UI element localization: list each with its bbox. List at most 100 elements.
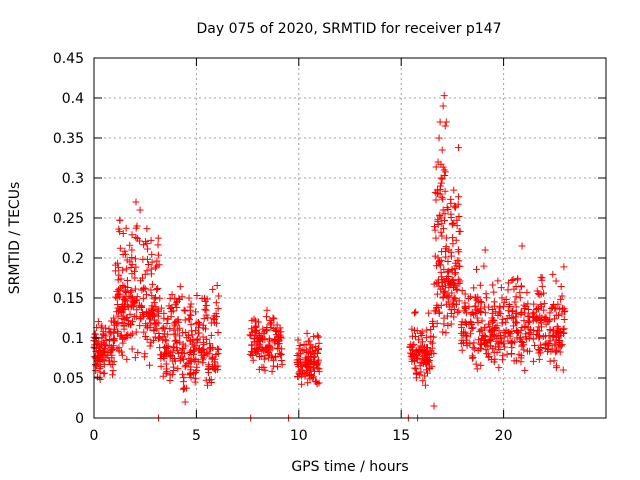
data-point: [475, 336, 483, 344]
data-point: [204, 314, 212, 322]
data-point: [261, 336, 269, 344]
data-point: [481, 332, 489, 340]
data-point: [451, 204, 459, 212]
data-point: [132, 233, 140, 241]
data-point: [200, 352, 208, 360]
data-point: [468, 354, 476, 362]
data-point: [493, 322, 501, 330]
data-point: [514, 329, 522, 337]
data-point: [412, 308, 420, 316]
data-point: [463, 332, 471, 340]
data-point: [478, 317, 486, 325]
data-point: [524, 306, 532, 314]
data-point: [522, 333, 530, 341]
data-point: [133, 296, 141, 304]
data-point: [441, 187, 449, 195]
data-point: [425, 309, 433, 317]
data-point: [114, 304, 122, 312]
x-axis-label: GPS time / hours: [291, 459, 408, 475]
data-point: [106, 328, 114, 336]
data-point: [430, 307, 438, 315]
data-point: [557, 283, 565, 291]
data-point: [109, 342, 117, 350]
data-point: [489, 345, 497, 353]
data-point: [456, 279, 464, 287]
data-point: [547, 304, 555, 312]
data-point: [555, 343, 563, 351]
data-point: [179, 370, 187, 378]
data-point: [449, 296, 457, 304]
data-point: [136, 237, 144, 245]
data-point: [128, 302, 136, 310]
data-point: [411, 357, 419, 365]
data-point: [442, 329, 450, 337]
data-point: [101, 345, 109, 353]
data-point: [486, 323, 494, 331]
data-point: [181, 342, 189, 350]
data-point: [447, 210, 455, 218]
data-point: [123, 276, 131, 284]
data-point: [299, 370, 307, 378]
data-point: [119, 230, 127, 238]
data-point: [445, 292, 453, 300]
data-point: [442, 234, 450, 242]
data-point: [438, 146, 446, 154]
data-point: [489, 309, 497, 317]
data-point: [202, 376, 210, 384]
data-point: [455, 193, 463, 201]
data-point: [433, 319, 441, 327]
data-point: [112, 293, 120, 301]
data-point: [139, 313, 147, 321]
data-point: [473, 306, 481, 314]
data-point: [128, 345, 136, 353]
data-point: [202, 335, 210, 343]
data-point: [142, 238, 150, 246]
data-point: [520, 304, 528, 312]
data-point: [151, 293, 159, 301]
y-tick-label: 0.3: [62, 171, 84, 187]
data-point: [514, 274, 522, 282]
data-point: [556, 328, 564, 336]
data-point: [529, 335, 537, 343]
data-point: [214, 366, 222, 374]
data-point: [440, 92, 448, 100]
data-point: [267, 319, 275, 327]
x-tick-label: 15: [392, 428, 410, 444]
data-point: [157, 304, 165, 312]
data-point: [309, 364, 317, 372]
data-point: [188, 331, 196, 339]
data-point: [546, 357, 554, 365]
data-point: [456, 227, 464, 235]
data-point: [110, 314, 118, 322]
data-point: [193, 336, 201, 344]
data-point: [210, 315, 218, 323]
data-point: [521, 366, 529, 374]
data-point: [498, 294, 506, 302]
data-point: [524, 318, 532, 326]
data-point: [255, 318, 263, 326]
data-point: [437, 228, 445, 236]
data-point: [122, 224, 130, 232]
data-point: [148, 258, 156, 266]
data-point: [159, 324, 167, 332]
data-point: [180, 306, 188, 314]
data-point: [154, 251, 162, 259]
data-point: [256, 344, 264, 352]
data-point: [560, 263, 568, 271]
data-point: [142, 291, 150, 299]
data-point: [504, 279, 512, 287]
data-point: [535, 327, 543, 335]
data-point: [418, 359, 426, 367]
data-point: [433, 279, 441, 287]
data-point: [488, 314, 496, 322]
data-point: [109, 361, 117, 369]
data-point: [443, 204, 451, 212]
data-point: [106, 336, 114, 344]
data-point: [489, 331, 497, 339]
data-point: [212, 299, 220, 307]
data-point: [504, 337, 512, 345]
axis-ticks: 0 0.05 0.1 0.15 0.2 0.25 0.3 0.35 0.4 0.45 0 5 10 15 2…: [53, 51, 606, 444]
data-point: [435, 258, 443, 266]
data-point: [183, 334, 191, 342]
data-point: [274, 337, 282, 345]
